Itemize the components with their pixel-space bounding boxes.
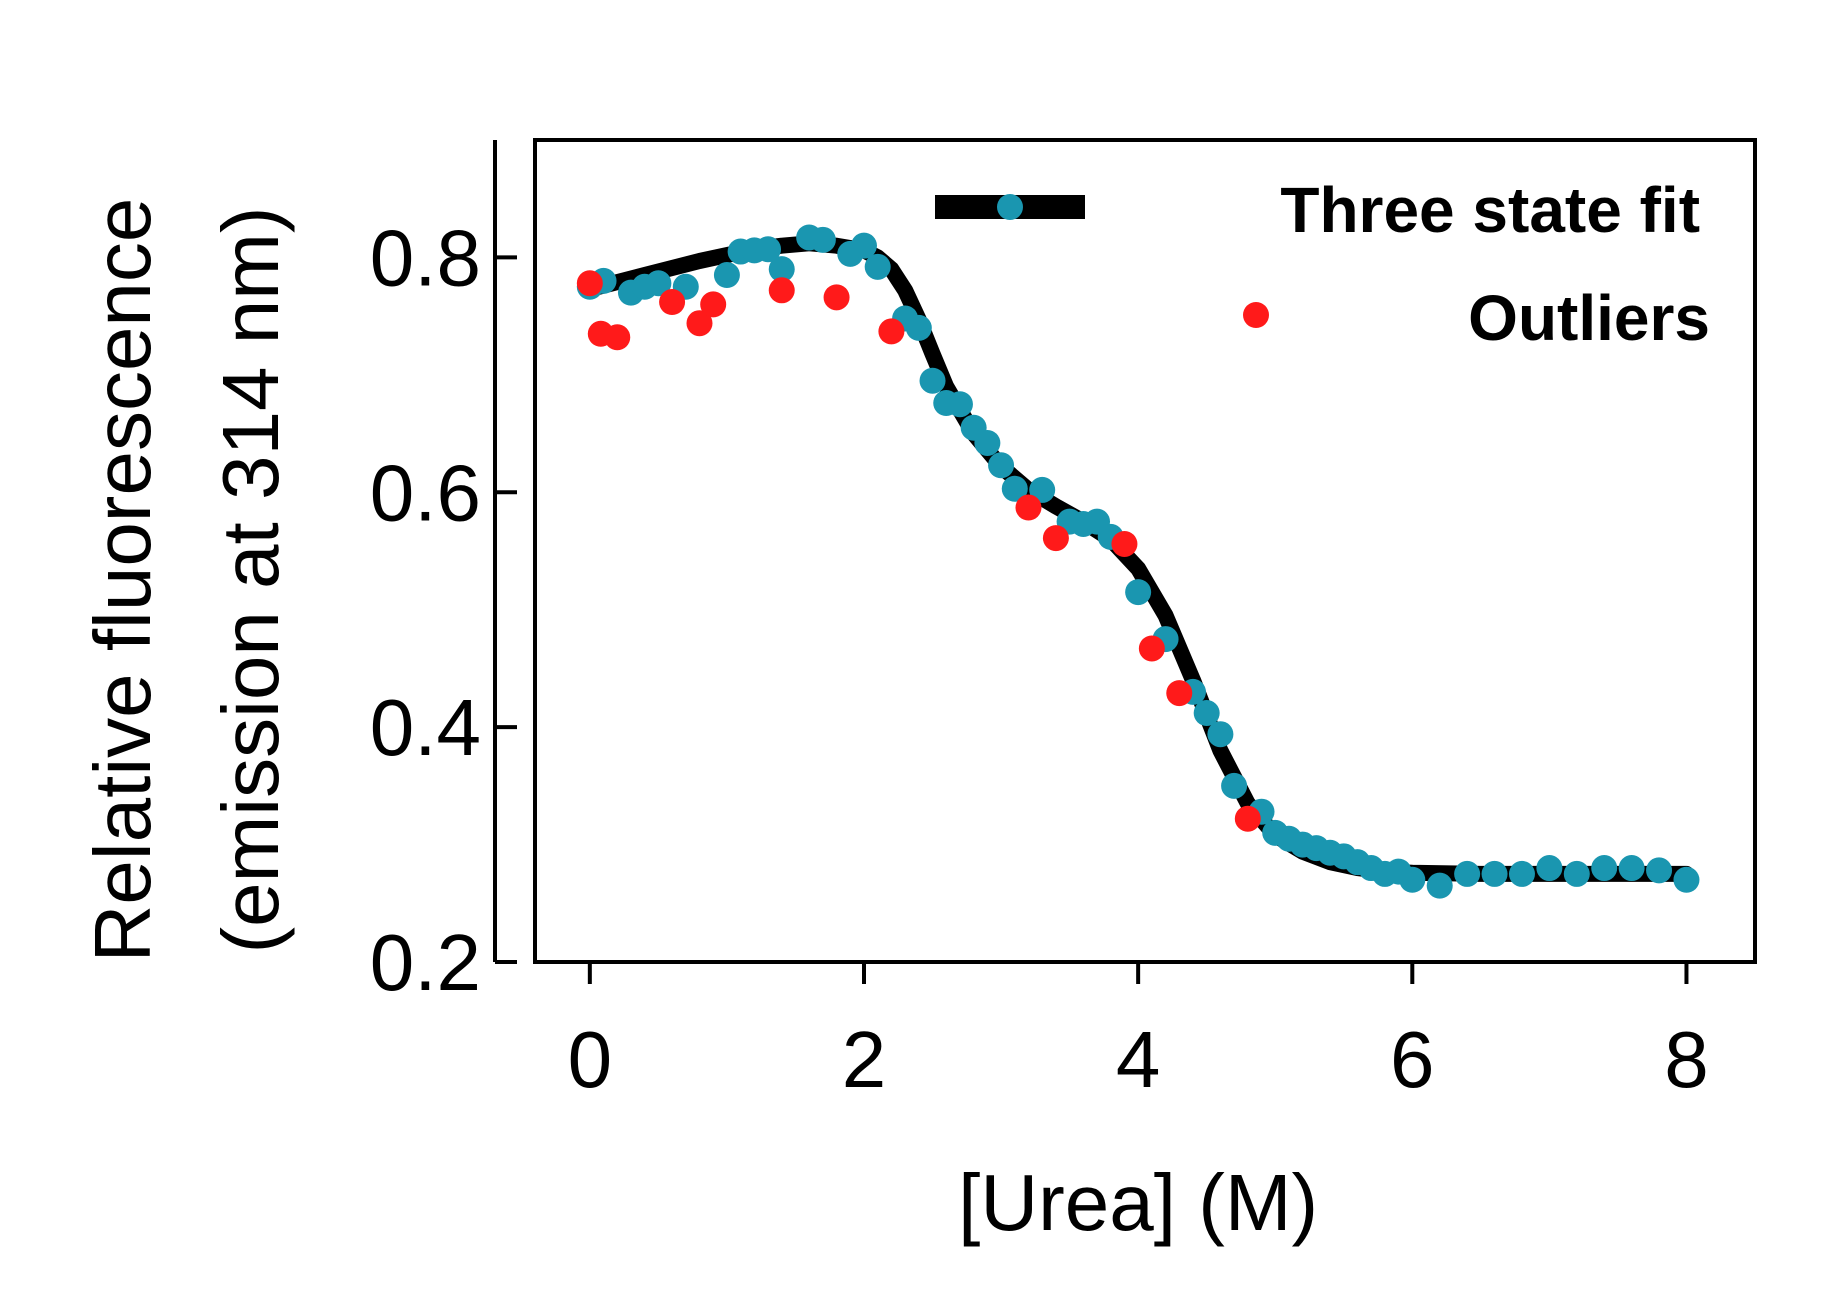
- outlier-point: [700, 291, 727, 318]
- x-tick-label: 0: [568, 1015, 613, 1104]
- outlier-point: [604, 324, 631, 351]
- legend-fit-marker: [997, 194, 1023, 220]
- data-point: [1426, 872, 1453, 899]
- data-point: [905, 314, 932, 341]
- data-point: [809, 226, 836, 253]
- y-tick-label: 0.2: [370, 918, 481, 1007]
- outlier-layer: [576, 270, 1261, 832]
- y-axis-title: Relative fluorescence (emission at 314 nm…: [78, 198, 295, 963]
- outlier-point: [1234, 805, 1261, 832]
- outlier-point: [1015, 494, 1042, 521]
- x-tick-label: 2: [842, 1015, 887, 1104]
- data-point: [974, 429, 1001, 456]
- data-point: [1001, 475, 1028, 502]
- outlier-point: [576, 270, 603, 297]
- data-point: [1399, 866, 1426, 893]
- outlier-point: [686, 310, 713, 337]
- data-point: [1454, 860, 1481, 887]
- y-tick-label: 0.4: [370, 683, 481, 772]
- outlier-point: [823, 284, 850, 311]
- y-axis-title-line: Relative fluorescence: [78, 198, 167, 963]
- legend-outlier-marker: [1243, 302, 1269, 328]
- data-point: [1646, 857, 1673, 884]
- data-point: [1029, 476, 1056, 503]
- x-tick-label: 6: [1390, 1015, 1435, 1104]
- outlier-point: [1166, 680, 1193, 707]
- legend-fit-label: Three state fit: [1280, 174, 1700, 246]
- data-point: [768, 256, 795, 283]
- data-point: [850, 232, 877, 259]
- data-point: [946, 391, 973, 418]
- outlier-point: [878, 318, 905, 345]
- data-point: [1125, 579, 1152, 606]
- data-point: [1221, 772, 1248, 799]
- x-axis-title: [Urea] (M): [958, 1158, 1318, 1247]
- data-layer: [576, 224, 1700, 899]
- axes-layer: 0.2 0.4 0.6 0.8 0 2 4 6 8 [Urea] (M) Relative fluo…: [78, 138, 1757, 1247]
- legend: Three state fit Outliers: [935, 174, 1710, 354]
- outlier-point: [1138, 635, 1165, 662]
- x-tick-label: 8: [1664, 1015, 1709, 1104]
- data-point: [864, 253, 891, 280]
- data-point: [1193, 700, 1220, 727]
- data-point: [1673, 866, 1700, 893]
- data-point: [988, 452, 1015, 479]
- plot-frame: [533, 138, 1757, 964]
- x-tick-label: 4: [1116, 1015, 1161, 1104]
- data-point: [1481, 860, 1508, 887]
- y-tick-label: 0.8: [370, 213, 481, 302]
- y-tick-label: 0.6: [370, 448, 481, 537]
- data-point: [919, 367, 946, 394]
- data-point: [1536, 855, 1563, 882]
- data-point: [1563, 860, 1590, 887]
- outlier-point: [1042, 525, 1069, 552]
- outlier-point: [1111, 530, 1138, 557]
- data-point: [645, 270, 672, 297]
- data-point: [1591, 855, 1618, 882]
- outlier-point: [659, 289, 686, 316]
- data-point: [713, 262, 740, 289]
- data-point: [1508, 860, 1535, 887]
- data-point: [1207, 721, 1234, 748]
- data-point: [755, 236, 782, 263]
- data-point: [1618, 855, 1645, 882]
- legend-outlier-label: Outliers: [1468, 282, 1710, 354]
- y-axis-title-line: (emission at 314 nm): [206, 207, 295, 954]
- outlier-point: [768, 277, 795, 304]
